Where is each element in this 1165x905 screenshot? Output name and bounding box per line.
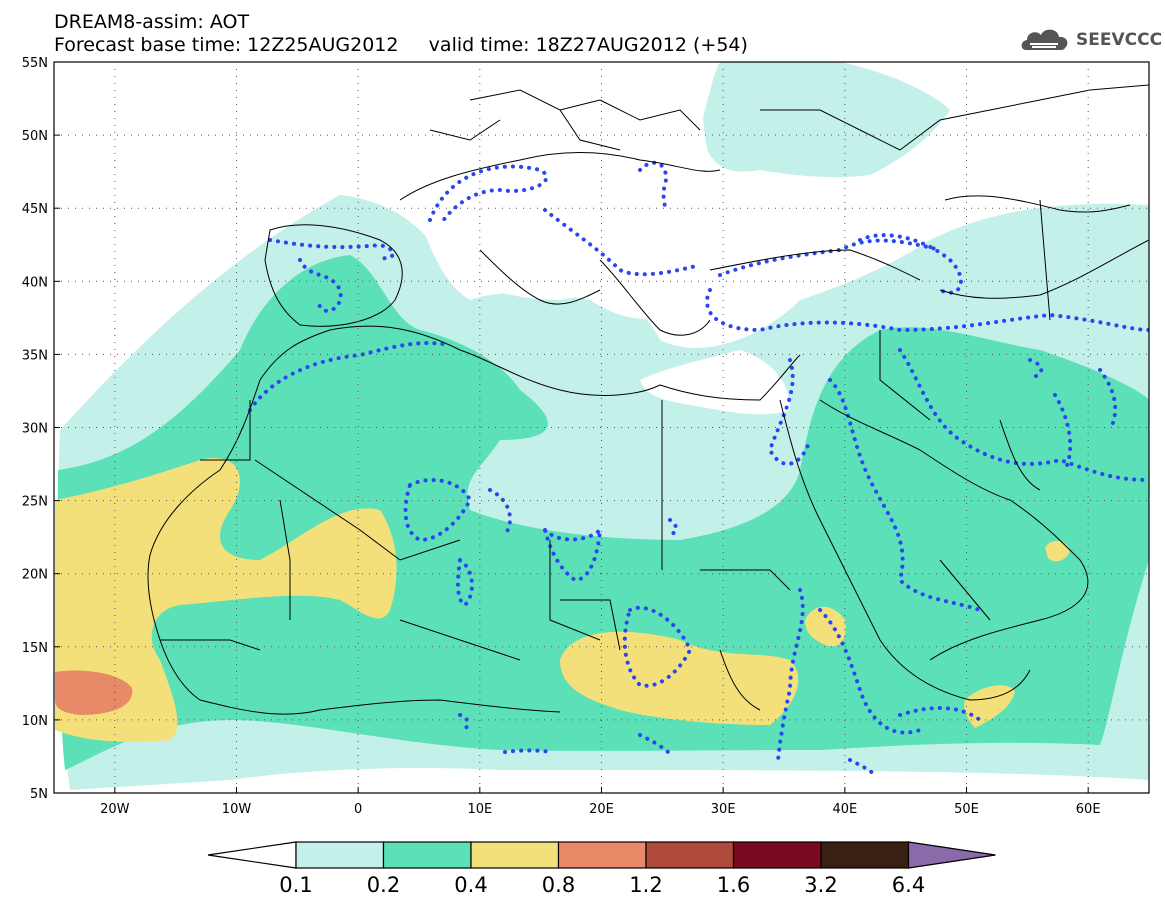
colorbar-label: 6.4 <box>892 873 925 897</box>
lon-tick-label: 10W <box>222 802 252 817</box>
colorbar-label: 3.2 <box>804 873 837 897</box>
longitude-labels: 20W 10W 0 10E 20E 30E 40E 50E 60E <box>100 787 1101 817</box>
forecast-time-label: Forecast base time: 12Z25AUG2012 valid t… <box>54 34 748 56</box>
colorbar-swatch <box>820 841 910 869</box>
colorbar-left-arrow <box>207 841 297 869</box>
aot-contour-0.1-east <box>700 62 950 178</box>
aot-contour-0.4-redsea <box>805 606 846 647</box>
lat-tick-label: 30N <box>22 422 48 437</box>
map-title: DREAM8-assim: AOT <box>54 11 250 33</box>
aot-contour-0.4-oman <box>1045 540 1070 562</box>
cloud-icon <box>1021 29 1068 50</box>
lat-tick-label: 50N <box>22 129 48 144</box>
lat-tick-label: 10N <box>22 714 48 729</box>
latitude-labels: 55N 50N 45N 40N 35N 30N 25N 20N 15N 10N 5N <box>22 56 60 802</box>
lon-tick-label: 30E <box>711 802 736 817</box>
lon-tick-label: 60E <box>1076 802 1101 817</box>
aot-contour-0.8 <box>55 670 133 715</box>
lon-tick-label: 10E <box>467 802 492 817</box>
colorbar-swatch <box>557 841 647 869</box>
map-field <box>55 62 1149 790</box>
logo-text: SEEVCCC <box>1076 30 1163 50</box>
land-clear-europe <box>330 62 830 319</box>
lon-tick-label: 40E <box>832 802 857 817</box>
colorbar: 0.1 0.2 0.4 0.8 1.2 1.6 3.2 6.4 <box>207 841 996 897</box>
aot-contour-0.2 <box>57 255 1149 770</box>
lat-tick-label: 55N <box>22 56 48 71</box>
lon-tick-label: 20E <box>589 802 614 817</box>
coastlines-borders <box>147 84 1149 715</box>
lon-tick-label: 50E <box>954 802 979 817</box>
lat-tick-label: 15N <box>22 641 48 656</box>
lon-tick-label: 0 <box>354 802 362 817</box>
lat-tick-label: 40N <box>22 275 48 290</box>
colorbar-label: 1.2 <box>629 873 662 897</box>
colorbar-label: 0.4 <box>454 873 487 897</box>
colorbar-label: 0.2 <box>367 873 400 897</box>
lat-tick-label: 35N <box>22 348 48 363</box>
colorbar-label: 0.8 <box>542 873 575 897</box>
lat-tick-label: 20N <box>22 568 48 583</box>
colorbar-swatch <box>382 841 472 869</box>
lat-tick-label: 5N <box>30 787 48 802</box>
sea-clear-mediterranean <box>640 350 790 415</box>
colorbar-swatch <box>645 841 735 869</box>
colorbar-swatch <box>470 841 560 869</box>
graticule <box>54 62 1149 793</box>
colorbar-right-arrow <box>907 841 996 869</box>
colorbar-swatch <box>295 841 385 869</box>
lon-tick-label: 20W <box>100 802 130 817</box>
seevccc-logo: SEEVCCC <box>1018 22 1162 58</box>
colorbar-label: 0.1 <box>279 873 312 897</box>
aot-contour-0.4-central <box>560 631 799 725</box>
lat-tick-label: 45N <box>22 202 48 217</box>
aot-contour-0.4-west <box>55 458 397 742</box>
lat-tick-label: 25N <box>22 495 48 510</box>
colorbar-swatch <box>732 841 822 869</box>
colorbar-label: 1.6 <box>717 873 750 897</box>
